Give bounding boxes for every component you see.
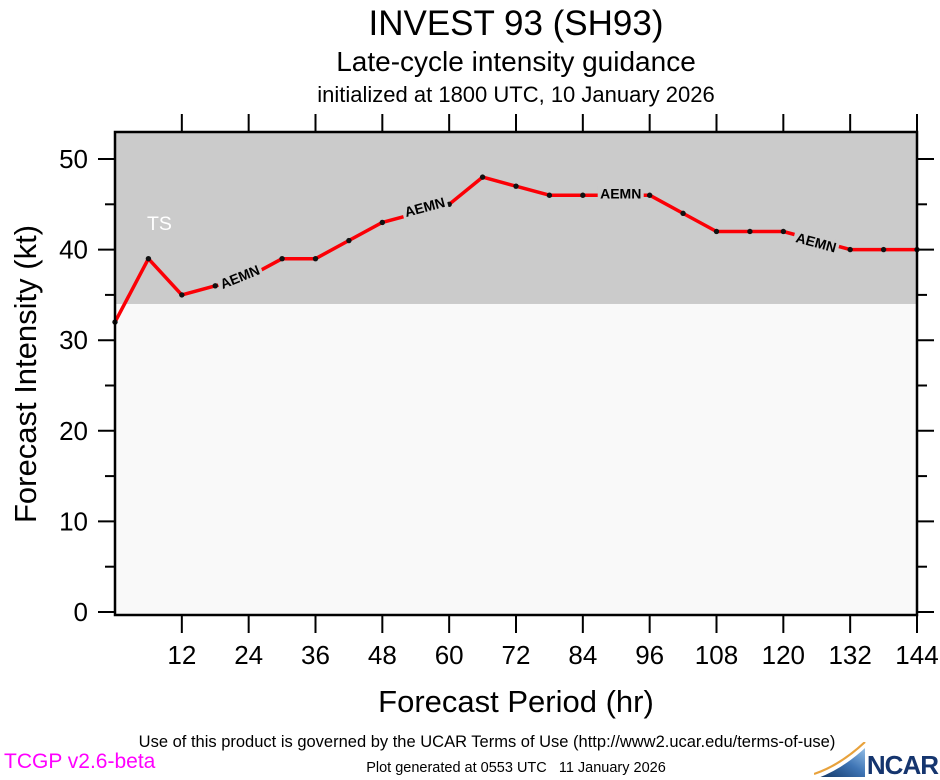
data-point — [346, 237, 352, 244]
x-tick-label: 12 — [167, 640, 196, 670]
ncar-swoosh-icon — [813, 742, 866, 778]
tcgp-version-label: TCGP v2.6-beta — [4, 750, 156, 773]
data-point — [646, 192, 653, 198]
generation-timestamp: Plot generated at 0553 UTC 11 January 20… — [366, 760, 666, 776]
model-label-mask — [597, 185, 644, 202]
ucar-terms-text: Use of this product is governed by the U… — [138, 733, 836, 751]
x-tick-label: 96 — [635, 640, 664, 670]
data-point — [279, 255, 285, 262]
y-tick-label: 10 — [59, 506, 88, 536]
data-point — [747, 228, 753, 235]
plot-frame — [113, 130, 919, 617]
chart-subtitle: Late-cycle intensity guidance — [336, 46, 696, 77]
ncar-logo: NCAR — [813, 742, 939, 780]
x-tick-label: 132 — [828, 640, 871, 670]
y-tick-label: 20 — [59, 416, 88, 446]
model-label-text: AEMN — [600, 185, 641, 201]
data-point — [179, 292, 185, 298]
data-point — [546, 192, 553, 198]
data-point — [580, 192, 586, 198]
plot-background — [115, 303, 917, 615]
data-point — [379, 219, 386, 226]
data-point — [212, 283, 218, 289]
x-tick-label: 108 — [695, 640, 738, 670]
x-tick-label: 60 — [435, 640, 464, 670]
chart-title: INVEST 93 (SH93) — [368, 4, 664, 43]
y-tick-label: 30 — [59, 325, 88, 355]
x-axis-title: Forecast Period (hr) — [378, 684, 654, 719]
data-point — [847, 246, 853, 253]
x-tick-label: 144 — [895, 640, 938, 670]
y-tick-label: 40 — [59, 235, 88, 265]
ncar-logo-text: NCAR — [866, 750, 939, 780]
model-label-mask — [215, 260, 265, 293]
data-point — [145, 255, 152, 262]
ts-zone-label: TS — [147, 213, 172, 235]
data-point — [513, 183, 519, 189]
model-label: AEMN — [597, 185, 644, 202]
data-point — [880, 246, 887, 253]
model-label-mask — [400, 193, 449, 221]
x-tick-label: 36 — [301, 640, 330, 670]
data-point — [713, 228, 720, 235]
x-tick-label: 84 — [568, 640, 597, 670]
data-point — [312, 255, 319, 262]
x-tick-label: 24 — [234, 640, 263, 670]
data-point — [479, 174, 486, 180]
chart-init-time: initialized at 1800 UTC, 10 January 2026 — [317, 82, 715, 107]
y-axis-title: Forecast Intensity (kt) — [8, 224, 43, 524]
model-label-mask — [791, 228, 841, 257]
x-tick-label: 72 — [502, 640, 531, 670]
x-tick-label: 48 — [368, 640, 397, 670]
data-point — [780, 228, 787, 235]
x-tick-label: 120 — [762, 640, 805, 670]
y-tick-label: 0 — [74, 597, 88, 627]
y-tick-label: 50 — [59, 144, 88, 174]
data-point — [680, 210, 686, 217]
